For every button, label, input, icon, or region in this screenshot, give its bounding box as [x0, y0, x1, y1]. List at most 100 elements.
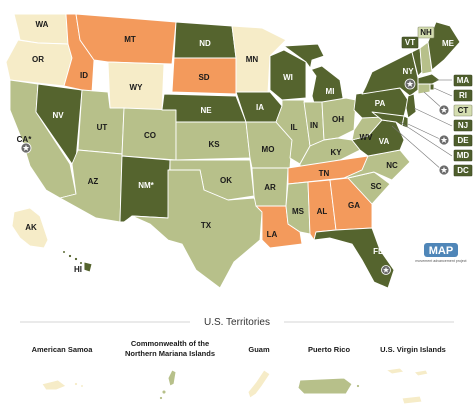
territory-puerto-rico-islet [355, 383, 361, 389]
territory-american-samoa[interactable] [41, 379, 67, 391]
state-SD[interactable] [171, 57, 237, 95]
tag-NJ [453, 119, 473, 132]
territory-cnmi-islet [161, 389, 167, 395]
label-MS: MS [292, 207, 305, 216]
state-CT[interactable] [417, 83, 431, 95]
star-icon [404, 78, 416, 90]
territory-label-american-samoa: American Samoa [32, 345, 94, 354]
state-NJ[interactable] [405, 93, 417, 119]
label-NJ: NJ [458, 121, 468, 130]
tag-VT [401, 36, 419, 49]
label-MT: MT [124, 35, 136, 44]
state-HI[interactable] [62, 250, 93, 273]
label-AL: AL [317, 207, 328, 216]
state-AK[interactable] [11, 207, 49, 249]
territory-cnmi-islet [158, 395, 164, 401]
label-IA: IA [256, 103, 264, 112]
label-GA: GA [348, 201, 360, 210]
label-WY: WY [130, 83, 144, 92]
label-ID: ID [80, 71, 88, 80]
territory-usvi[interactable] [385, 367, 405, 375]
tag-MD [453, 149, 473, 162]
logo-badge [424, 243, 458, 257]
label-MI: MI [326, 87, 335, 96]
leader-DC [391, 125, 443, 171]
state-RI[interactable] [429, 83, 435, 91]
label-CO: CO [144, 131, 156, 140]
state-MD[interactable] [371, 111, 405, 127]
label-OR: OR [32, 55, 44, 64]
label-NC: NC [386, 161, 398, 170]
tag-NH [417, 26, 435, 39]
label-AR: AR [264, 183, 276, 192]
star-icon [438, 104, 450, 116]
territory-american-samoa-islet [80, 384, 84, 388]
state-ME[interactable] [427, 21, 461, 71]
star-icon [381, 265, 391, 275]
territory-label-guam: Guam [248, 345, 270, 354]
label-IL: IL [290, 123, 297, 132]
label-LA: LA [267, 230, 278, 239]
star-icon [20, 142, 32, 154]
star-icon [438, 134, 450, 146]
state-MI[interactable] [283, 43, 345, 111]
territory-usvi-islet [413, 369, 429, 377]
label-NM: NM* [138, 181, 154, 190]
label-ME: ME [442, 39, 455, 48]
label-FL: FL [373, 247, 383, 256]
state-WI[interactable] [269, 49, 307, 101]
tag-DC [453, 164, 473, 177]
label-NY: NY [402, 67, 414, 76]
tag-CT [453, 104, 473, 117]
label-VA: VA [379, 137, 390, 146]
territory-guam[interactable] [247, 369, 271, 399]
label-TX: TX [201, 221, 212, 230]
map-logo: MAP movement advancement project [415, 243, 467, 263]
star-icon [438, 164, 450, 176]
territory-label-cnmi-2: Northern Mariana Islands [125, 349, 215, 358]
territory-cnmi[interactable] [167, 369, 177, 387]
state-MA[interactable] [417, 73, 441, 85]
label-SC: SC [370, 182, 381, 191]
label-TN: TN [319, 169, 330, 178]
label-NE: NE [200, 106, 212, 115]
label-AK: AK [25, 223, 37, 232]
state-TX[interactable] [131, 169, 263, 289]
label-DE: DE [457, 136, 469, 145]
label-MA: MA [457, 76, 470, 85]
label-DC: DC [457, 166, 469, 175]
label-WV: WV [360, 133, 374, 142]
leader-RI [433, 87, 453, 97]
tag-MA [453, 74, 473, 87]
logo-subtitle: movement advancement project [415, 259, 466, 263]
label-MN: MN [246, 55, 259, 64]
leader-DE [407, 123, 443, 141]
leader-MD [399, 121, 453, 157]
leader-NJ [413, 107, 453, 127]
label-OK: OK [220, 176, 232, 185]
label-ND: ND [199, 39, 211, 48]
territory-puerto-rico[interactable] [297, 377, 353, 395]
territory-label-puerto-rico: Puerto Rico [308, 345, 351, 354]
tag-RI [453, 89, 473, 102]
label-WA: WA [36, 20, 49, 29]
label-HI: HI [74, 265, 82, 274]
label-VT: VT [405, 38, 415, 47]
label-IN: IN [310, 121, 318, 130]
state-MN[interactable] [231, 25, 287, 93]
label-WI: WI [283, 73, 293, 82]
territory-label-usvi: U.S. Virgin Islands [380, 345, 446, 354]
label-KS: KS [208, 140, 220, 149]
label-KY: KY [330, 148, 342, 157]
label-PA: PA [375, 99, 386, 108]
state-FL[interactable] [313, 227, 395, 289]
label-UT: UT [97, 123, 108, 132]
territory-american-samoa-islet [73, 381, 79, 387]
label-OH: OH [332, 115, 344, 124]
territory-usvi-islet [401, 395, 423, 405]
label-CT: CT [458, 106, 469, 115]
territory-label-cnmi-1: Commonwealth of the [131, 339, 209, 348]
logo-text: MAP [429, 245, 453, 257]
